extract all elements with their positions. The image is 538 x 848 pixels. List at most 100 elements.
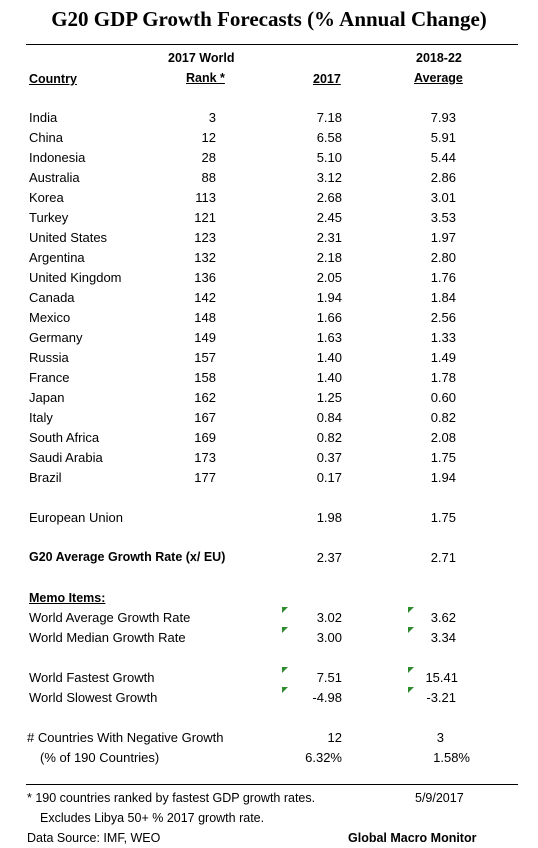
- g20-row: G20 Average Growth Rate (x/ EU) 2.37 2.7…: [0, 548, 538, 568]
- world-rank: 132: [194, 250, 216, 265]
- country-name: Korea: [29, 190, 64, 205]
- memo-neg-count-avg: 3: [436, 730, 444, 745]
- memo-fastest-2017: 7.51: [316, 670, 342, 685]
- growth-2017: 0.84: [316, 410, 342, 425]
- growth-2018-22-avg: 2.86: [430, 170, 456, 185]
- world-rank: 158: [194, 370, 216, 385]
- growth-2018-22-avg: 0.60: [430, 390, 456, 405]
- country-name: South Africa: [29, 430, 100, 445]
- table-row: Russia 157 1.40 1.49: [0, 348, 538, 368]
- memo-world-avg-2017: 3.02: [316, 610, 342, 625]
- memo-world-avg-avg: 3.62: [430, 610, 456, 625]
- table-row: Indonesia 28 5.10 5.44: [0, 148, 538, 168]
- world-rank: 28: [201, 150, 216, 165]
- g20-2017: 2.37: [316, 550, 342, 565]
- growth-2018-22-avg: 5.91: [430, 130, 456, 145]
- memo-neg-count-2017: 12: [327, 730, 342, 745]
- growth-2018-22-avg: 7.93: [430, 110, 456, 125]
- comment-indicator-icon[interactable]: [282, 627, 288, 633]
- memo-heading: Memo Items:: [29, 591, 106, 605]
- memo-neg-count-name: # Countries With Negative Growth: [27, 730, 224, 745]
- country-name: Australia: [29, 170, 80, 185]
- country-name: Saudi Arabia: [29, 450, 103, 465]
- comment-indicator-icon[interactable]: [282, 687, 288, 693]
- memo-slowest-name: World Slowest Growth: [29, 690, 158, 705]
- growth-2017: 7.18: [316, 110, 342, 125]
- table-row: Canada 142 1.94 1.84: [0, 288, 538, 308]
- world-rank: 173: [194, 450, 216, 465]
- country-name: Germany: [29, 330, 83, 345]
- footer-rule: [26, 784, 518, 785]
- growth-2017: 1.40: [316, 370, 342, 385]
- brand-label: Global Macro Monitor: [348, 831, 477, 845]
- growth-2018-22-avg: 0.82: [430, 410, 456, 425]
- growth-2017: 2.31: [316, 230, 342, 245]
- growth-2018-22-avg: 1.84: [430, 290, 456, 305]
- country-name: India: [29, 110, 58, 125]
- table-row: Turkey 121 2.45 3.53: [0, 208, 538, 228]
- country-name: Mexico: [29, 310, 71, 325]
- growth-2018-22-avg: 2.80: [430, 250, 456, 265]
- footnote-ranking: * 190 countries ranked by fastest GDP gr…: [27, 791, 316, 805]
- country-name: China: [29, 130, 63, 145]
- memo-neg-pct-name: (% of 190 Countries): [40, 750, 160, 765]
- memo-world-avg-name: World Average Growth Rate: [29, 610, 191, 625]
- world-rank: 177: [194, 470, 216, 485]
- growth-2017: 1.63: [316, 330, 342, 345]
- table-row: Brazil 177 0.17 1.94: [0, 468, 538, 488]
- g20-name: G20 Average Growth Rate (x/ EU): [29, 550, 226, 564]
- comment-indicator-icon[interactable]: [408, 687, 414, 693]
- world-rank: 167: [194, 410, 216, 425]
- table-row: France 158 1.40 1.78: [0, 368, 538, 388]
- table-row: Italy 167 0.84 0.82: [0, 408, 538, 428]
- memo-fastest-row: World Fastest Growth 7.51 15.41: [0, 668, 538, 688]
- growth-2017: 2.18: [316, 250, 342, 265]
- table-row: United States 123 2.31 1.97: [0, 228, 538, 248]
- world-rank: 148: [194, 310, 216, 325]
- growth-2018-22-avg: 1.33: [430, 330, 456, 345]
- header-rank-line1: 2017 World: [168, 51, 235, 65]
- table-row: China 12 6.58 5.91: [0, 128, 538, 148]
- memo-slowest-avg: -3.21: [426, 690, 456, 705]
- memo-slowest-2017: -4.98: [312, 690, 342, 705]
- table-row: South Africa 169 0.82 2.08: [0, 428, 538, 448]
- header-avg-line1: 2018-22: [416, 51, 462, 65]
- country-name: United States: [29, 230, 108, 245]
- footnote-exclusion: Excludes Libya 50+ % 2017 growth rate.: [40, 811, 265, 825]
- memo-neg-pct-avg: 1.58%: [433, 750, 470, 765]
- table-row: Korea 113 2.68 3.01: [0, 188, 538, 208]
- memo-neg-pct-2017: 6.32%: [305, 750, 342, 765]
- world-rank: 88: [201, 170, 216, 185]
- eu-2017: 1.98: [316, 510, 342, 525]
- comment-indicator-icon[interactable]: [408, 607, 414, 613]
- comment-indicator-icon[interactable]: [408, 667, 414, 673]
- growth-2017: 2.05: [316, 270, 342, 285]
- country-name: Russia: [29, 350, 69, 365]
- country-name: Argentina: [29, 250, 85, 265]
- growth-2018-22-avg: 1.49: [430, 350, 456, 365]
- table-row: India 3 7.18 7.93: [0, 108, 538, 128]
- growth-2018-22-avg: 3.53: [430, 210, 456, 225]
- comment-indicator-icon[interactable]: [408, 627, 414, 633]
- table-row: United Kingdom 136 2.05 1.76: [0, 268, 538, 288]
- header-top-rule: [26, 44, 518, 45]
- header-2017: 2017: [313, 72, 341, 86]
- growth-2018-22-avg: 1.78: [430, 370, 456, 385]
- growth-2017: 6.58: [316, 130, 342, 145]
- growth-2018-22-avg: 5.44: [430, 150, 456, 165]
- eu-row: European Union 1.98 1.75: [0, 508, 538, 528]
- footnote-date: 5/9/2017: [415, 791, 464, 805]
- table-row: Australia 88 3.12 2.86: [0, 168, 538, 188]
- country-name: France: [29, 370, 70, 385]
- memo-neg-count-row: # Countries With Negative Growth 12 3: [0, 728, 538, 748]
- comment-indicator-icon[interactable]: [282, 607, 288, 613]
- world-rank: 162: [194, 390, 216, 405]
- growth-2017: 1.40: [316, 350, 342, 365]
- growth-2017: 2.45: [316, 210, 342, 225]
- growth-2017: 0.37: [316, 450, 342, 465]
- comment-indicator-icon[interactable]: [282, 667, 288, 673]
- memo-neg-pct-row: (% of 190 Countries) 6.32% 1.58%: [0, 748, 538, 768]
- growth-2018-22-avg: 1.94: [430, 470, 456, 485]
- growth-2017: 3.12: [316, 170, 342, 185]
- world-rank: 3: [208, 110, 216, 125]
